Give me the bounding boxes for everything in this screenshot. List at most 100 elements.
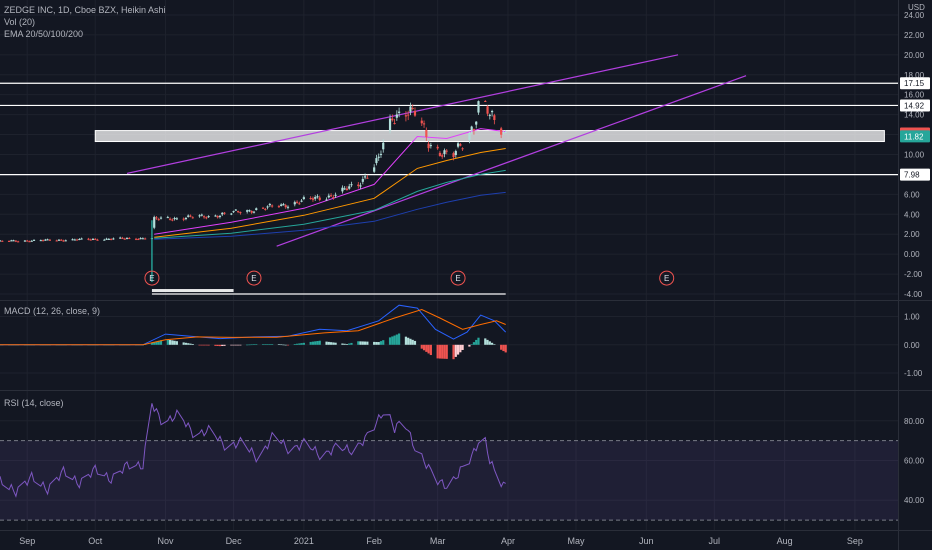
x-axis-label: Aug bbox=[777, 536, 793, 546]
candle-body bbox=[470, 126, 473, 131]
candle-body bbox=[205, 217, 208, 219]
candle-body bbox=[103, 239, 106, 241]
currency-label: USD bbox=[908, 3, 925, 12]
x-axis-label: Apr bbox=[501, 536, 515, 546]
macd-tick-label: 0.00 bbox=[904, 341, 920, 350]
candle-body bbox=[486, 106, 489, 114]
candle-body bbox=[398, 111, 401, 113]
macd-histogram-bar bbox=[490, 342, 494, 345]
candle-body bbox=[110, 239, 113, 241]
candle-body bbox=[325, 199, 328, 201]
candle-body bbox=[302, 197, 305, 199]
candle-body bbox=[341, 187, 344, 192]
candle-body bbox=[343, 188, 346, 190]
ema-line bbox=[154, 169, 506, 239]
macd-histogram-bar bbox=[189, 343, 192, 345]
macd-tick-label: 1.00 bbox=[904, 313, 920, 322]
candle-body bbox=[284, 205, 287, 208]
candle-body bbox=[207, 216, 210, 218]
candle-body bbox=[218, 215, 222, 217]
signal-line bbox=[0, 308, 506, 346]
macd-histogram-bar bbox=[246, 344, 249, 346]
macd-histogram-bar bbox=[429, 344, 432, 356]
candle-body bbox=[388, 118, 392, 131]
macd-histogram-bar bbox=[438, 344, 442, 359]
candle-body bbox=[407, 114, 410, 116]
macd-histogram-bar bbox=[266, 344, 269, 345]
candle-body bbox=[452, 153, 455, 158]
macd-histogram-bar bbox=[325, 341, 328, 345]
candle-body bbox=[28, 241, 31, 243]
candle-body bbox=[438, 152, 442, 156]
macd-histogram-bar bbox=[205, 344, 208, 346]
candle-body bbox=[271, 205, 274, 207]
candle-body bbox=[456, 143, 460, 147]
candle-body bbox=[377, 156, 380, 158]
macd-histogram-bar bbox=[234, 344, 237, 346]
price-tick-label: -2.00 bbox=[904, 270, 923, 279]
x-axis-label: Mar bbox=[430, 536, 446, 546]
macd-histogram-bar bbox=[255, 344, 258, 345]
macd-tick-label: -1.00 bbox=[904, 369, 923, 378]
candle-body bbox=[182, 218, 185, 220]
ema-line bbox=[154, 148, 506, 238]
candle-body bbox=[436, 146, 439, 149]
macd-histogram-bar bbox=[411, 339, 414, 345]
macd-histogram-bar bbox=[382, 340, 385, 345]
macd-histogram-bar bbox=[248, 344, 251, 346]
candle-body bbox=[17, 241, 20, 243]
candle-body bbox=[189, 215, 192, 217]
candle-body bbox=[153, 217, 156, 228]
earnings-label: E bbox=[455, 274, 460, 283]
candle-body bbox=[173, 218, 176, 220]
macd-histogram-bar bbox=[282, 344, 285, 346]
candle-body bbox=[393, 123, 396, 125]
earnings-label: E bbox=[251, 274, 256, 283]
candle-body bbox=[300, 200, 303, 202]
candle-body bbox=[264, 208, 267, 210]
macd-histogram-bar bbox=[200, 344, 203, 346]
macd-histogram-bar bbox=[425, 344, 428, 352]
macd-histogram-bar bbox=[470, 344, 473, 345]
macd-histogram-bar bbox=[341, 343, 344, 345]
price-label-box bbox=[900, 99, 930, 112]
candle-body bbox=[23, 240, 27, 242]
candle-body bbox=[157, 219, 160, 221]
candle-body bbox=[468, 132, 471, 140]
price-tick-label: 6.00 bbox=[904, 190, 920, 199]
macd-histogram-bar bbox=[427, 344, 430, 354]
macd-histogram-bar bbox=[302, 342, 305, 345]
macd-histogram-bar bbox=[357, 341, 360, 345]
candle-body bbox=[472, 129, 476, 131]
macd-histogram-bar bbox=[187, 343, 190, 345]
macd-histogram-bar bbox=[502, 344, 505, 352]
macd-histogram-bar bbox=[327, 341, 330, 345]
macd-histogram-bar bbox=[452, 344, 455, 360]
candle-body bbox=[0, 240, 2, 242]
macd-histogram-bar bbox=[409, 338, 412, 345]
candle-body bbox=[125, 238, 129, 240]
candle-body bbox=[171, 219, 174, 221]
macd-histogram-bar bbox=[171, 340, 174, 345]
candle-body bbox=[96, 239, 99, 241]
macd-histogram-bar bbox=[232, 344, 235, 346]
candle-body bbox=[239, 212, 242, 214]
candle-body bbox=[168, 218, 172, 220]
candle-body bbox=[141, 238, 144, 240]
candle-body bbox=[280, 204, 283, 206]
macd-histogram-bar bbox=[252, 344, 256, 345]
macd-histogram-bar bbox=[268, 344, 271, 345]
candle-body bbox=[14, 240, 17, 242]
macd-histogram-bar bbox=[218, 344, 222, 347]
candle-body bbox=[420, 120, 423, 124]
candle-body bbox=[7, 240, 11, 242]
candle-body bbox=[64, 240, 67, 242]
symbol-title: ZEDGE INC, 1D, Cboe BZX, Heikin Ashi bbox=[4, 5, 166, 15]
macd-histogram-bar bbox=[202, 344, 206, 346]
candle-body bbox=[128, 237, 131, 239]
candle-body bbox=[327, 195, 330, 198]
candle-body bbox=[119, 237, 122, 239]
x-axis-label: May bbox=[567, 536, 585, 546]
